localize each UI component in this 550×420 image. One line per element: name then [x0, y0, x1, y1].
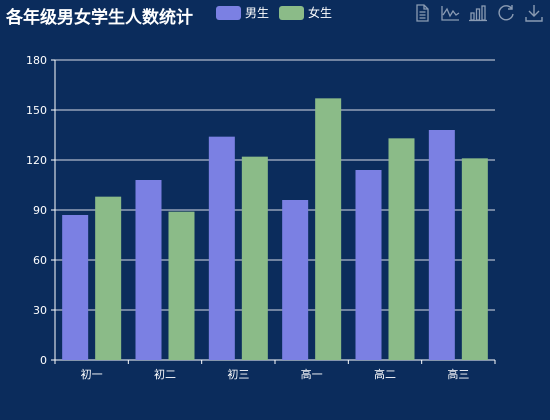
data-view-icon[interactable]: [412, 3, 432, 23]
x-tick-label: 高一: [301, 367, 323, 381]
legend-label-boys: 男生: [245, 6, 270, 20]
y-tick-label: 120: [26, 154, 47, 167]
y-tick-label: 90: [33, 204, 47, 217]
bar-boys-5: [428, 130, 455, 360]
legend-swatch-girls: [279, 5, 305, 20]
x-tick-label: 初一: [81, 367, 103, 381]
legend-swatch-boys: [216, 5, 241, 20]
legend-item-boys[interactable]: 男生: [216, 4, 269, 21]
y-tick-label: 30: [33, 304, 47, 317]
download-icon[interactable]: [524, 3, 544, 23]
bar-girls-5: [461, 158, 488, 360]
bar-boys-4: [355, 170, 382, 360]
y-tick-label: 60: [33, 254, 47, 267]
toolbox: [412, 3, 544, 23]
y-tick-label: 180: [26, 54, 47, 67]
x-tick-label: 初三: [227, 367, 249, 381]
line-chart-icon[interactable]: [440, 3, 460, 23]
legend: 男生 女生: [216, 4, 332, 21]
bar-girls-4: [388, 138, 415, 360]
bar-boys-2: [208, 136, 235, 360]
bar-girls-3: [315, 98, 342, 360]
bar-girls-1: [168, 211, 195, 360]
x-tick-label: 初二: [154, 367, 176, 381]
y-tick-label: 0: [40, 354, 47, 367]
bar-girls-0: [95, 196, 122, 360]
bar-boys-1: [135, 180, 162, 360]
legend-item-girls[interactable]: 女生: [279, 4, 332, 21]
chart-title: 各年级男女学生人数统计: [6, 8, 193, 28]
bar-boys-3: [282, 200, 309, 360]
restore-icon[interactable]: [496, 3, 516, 23]
legend-label-girls: 女生: [308, 6, 333, 20]
bar-girls-2: [241, 156, 268, 360]
bar-chart-icon[interactable]: [468, 3, 488, 23]
x-tick-label: 高三: [447, 367, 469, 381]
y-tick-label: 150: [26, 104, 47, 117]
x-tick-label: 高二: [374, 367, 396, 381]
bar-boys-0: [62, 215, 89, 360]
